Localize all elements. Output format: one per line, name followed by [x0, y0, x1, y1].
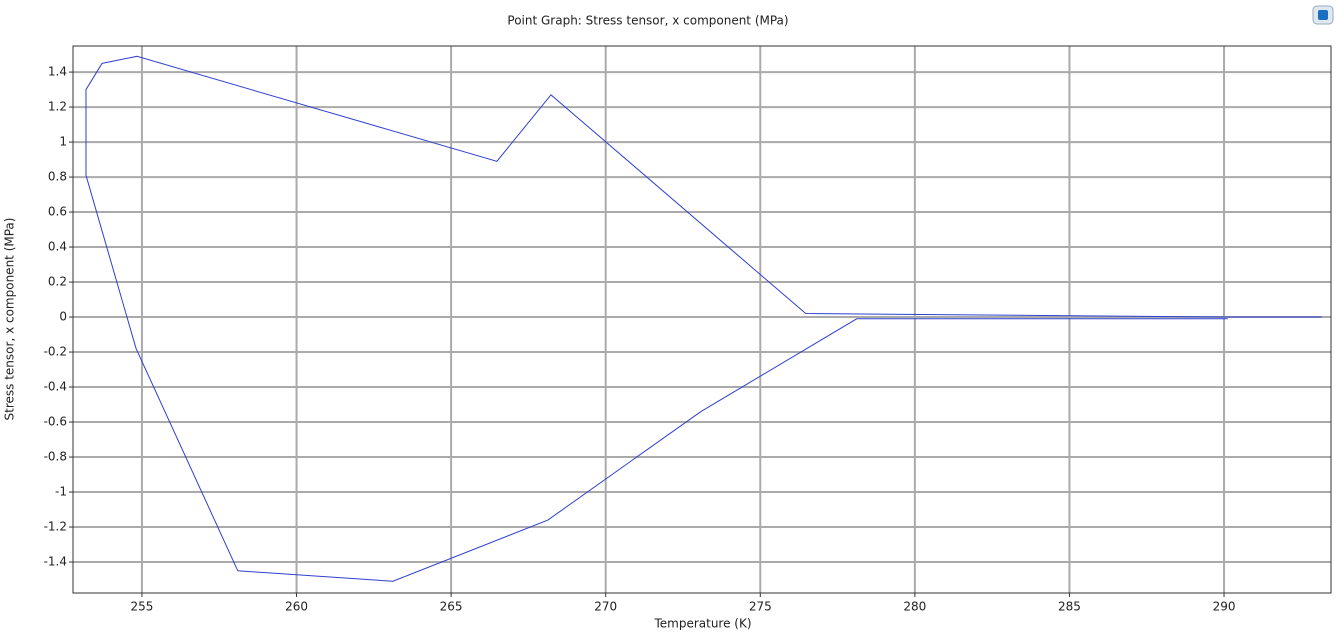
data-line — [85, 55, 1322, 582]
x-tick-label: 265 — [440, 600, 463, 614]
y-tick-label: -0.6 — [44, 415, 67, 429]
x-tick-label: 290 — [1213, 600, 1236, 614]
y-tick-label: 1 — [59, 135, 67, 149]
y-tick-label: -1 — [55, 485, 67, 499]
y-axis-label: Stress tensor, x component (MPa) — [3, 218, 17, 421]
x-tick-label: 260 — [285, 600, 308, 614]
y-tick-label: 0.4 — [48, 240, 67, 254]
y-tick-label: -1.4 — [44, 555, 67, 569]
x-tick-label: 280 — [903, 600, 926, 614]
y-tick-label: 0.6 — [48, 205, 67, 219]
y-tick-label: -0.2 — [44, 345, 67, 359]
x-tick-label: 270 — [594, 600, 617, 614]
icon-core[interactable] — [1318, 10, 1328, 20]
x-axis-label: Temperature (K) — [653, 617, 751, 631]
y-tick-label: -0.4 — [44, 380, 67, 394]
y-tick-label: 0 — [59, 310, 67, 324]
plot-frame — [72, 45, 1332, 594]
y-tick-label: 0.8 — [48, 170, 67, 184]
x-tick-label: 275 — [749, 600, 772, 614]
y-tick-label: -1.2 — [44, 520, 67, 534]
x-tick-label: 285 — [1058, 600, 1081, 614]
chart-title: Point Graph: Stress tensor, x component … — [507, 14, 788, 28]
y-tick-label: -0.8 — [44, 450, 67, 464]
y-tick-label: 0.2 — [48, 275, 67, 289]
y-tick-label: 1.2 — [48, 100, 67, 114]
app-icon[interactable] — [1312, 5, 1334, 25]
x-tick-label: 255 — [130, 600, 153, 614]
y-tick-label: 1.4 — [48, 65, 67, 79]
